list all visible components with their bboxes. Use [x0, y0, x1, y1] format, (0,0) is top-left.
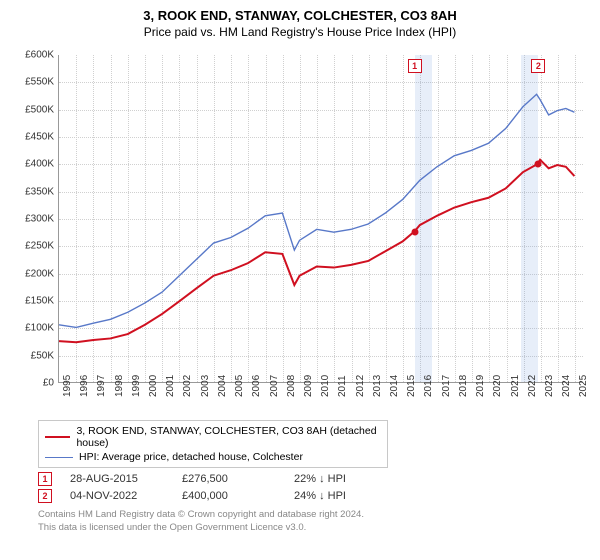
sale-dot — [411, 228, 418, 235]
x-axis-label: 2017 — [441, 375, 452, 397]
marker-box: 1 — [408, 59, 422, 73]
x-axis-label: 2021 — [510, 375, 521, 397]
annotation-marker: 1 — [38, 472, 52, 486]
y-axis-label: £350K — [10, 186, 54, 197]
y-axis-label: £300K — [10, 214, 54, 225]
x-axis-label: 2025 — [578, 375, 589, 397]
x-axis-label: 2004 — [217, 375, 228, 397]
y-axis-label: £50K — [10, 350, 54, 361]
x-axis-label: 1998 — [114, 375, 125, 397]
y-axis-label: £150K — [10, 296, 54, 307]
x-axis-label: 2000 — [148, 375, 159, 397]
chart-area: £0 £50K £100K £150K £200K £250K £300K £350K £400… — [10, 49, 590, 414]
x-axis-label: 2013 — [372, 375, 383, 397]
series-line — [59, 160, 574, 343]
legend-label: HPI: Average price, detached house, Colc… — [79, 451, 303, 463]
annotation-row: 1 28-AUG-2015£276,50022% ↓ HPI — [38, 472, 590, 486]
x-axis-label: 2002 — [182, 375, 193, 397]
annotation-date: 04-NOV-2022 — [70, 490, 182, 502]
x-axis-label: 2009 — [303, 375, 314, 397]
x-axis-label: 2014 — [389, 375, 400, 397]
y-axis-label: £400K — [10, 159, 54, 170]
annotation-delta: 24% ↓ HPI — [294, 490, 406, 502]
x-axis-label: 2005 — [234, 375, 245, 397]
y-axis-label: £450K — [10, 132, 54, 143]
plot-region: 12 — [58, 55, 583, 383]
x-axis-label: 1995 — [62, 375, 73, 397]
y-axis-label: £0 — [10, 378, 54, 389]
annotation-row: 2 04-NOV-2022£400,00024% ↓ HPI — [38, 489, 590, 503]
x-axis-label: 2019 — [475, 375, 486, 397]
marker-box: 2 — [531, 59, 545, 73]
legend-label: 3, ROOK END, STANWAY, COLCHESTER, CO3 8A… — [76, 425, 381, 449]
legend: 3, ROOK END, STANWAY, COLCHESTER, CO3 8A… — [38, 420, 388, 468]
x-axis-label: 1997 — [96, 375, 107, 397]
x-axis-label: 2006 — [251, 375, 262, 397]
annotation-marker: 2 — [38, 489, 52, 503]
y-axis-label: £200K — [10, 268, 54, 279]
x-axis-label: 2020 — [492, 375, 503, 397]
x-axis-label: 2018 — [458, 375, 469, 397]
chart-title: 3, ROOK END, STANWAY, COLCHESTER, CO3 8A… — [10, 8, 590, 23]
x-axis-label: 2007 — [269, 375, 280, 397]
legend-swatch — [45, 436, 70, 438]
x-axis-label: 2012 — [355, 375, 366, 397]
annotation-delta: 22% ↓ HPI — [294, 473, 406, 485]
x-axis-label: 2010 — [320, 375, 331, 397]
y-axis-label: £600K — [10, 50, 54, 61]
x-axis-label: 2015 — [406, 375, 417, 397]
sale-dot — [535, 161, 542, 168]
y-axis-label: £100K — [10, 323, 54, 334]
legend-swatch — [45, 457, 73, 458]
series-line — [59, 94, 574, 327]
legend-row: HPI: Average price, detached house, Colc… — [45, 450, 381, 464]
y-axis-label: £250K — [10, 241, 54, 252]
x-axis-label: 2003 — [200, 375, 211, 397]
annotation-price: £276,500 — [182, 473, 294, 485]
x-axis-label: 2022 — [527, 375, 538, 397]
chart-subtitle: Price paid vs. HM Land Registry's House … — [10, 25, 590, 39]
annotation-date: 28-AUG-2015 — [70, 473, 182, 485]
y-axis-label: £550K — [10, 77, 54, 88]
footer-text: Contains HM Land Registry data © Crown c… — [38, 509, 590, 535]
x-axis-label: 2016 — [423, 375, 434, 397]
legend-row: 3, ROOK END, STANWAY, COLCHESTER, CO3 8A… — [45, 424, 381, 450]
y-axis-label: £500K — [10, 104, 54, 115]
x-axis-label: 2008 — [286, 375, 297, 397]
x-axis-label: 2023 — [544, 375, 555, 397]
x-axis-label: 2024 — [561, 375, 572, 397]
x-axis-label: 2011 — [337, 375, 348, 397]
x-axis-label: 1996 — [79, 375, 90, 397]
x-axis-label: 2001 — [165, 375, 176, 397]
annotation-price: £400,000 — [182, 490, 294, 502]
x-axis-label: 1999 — [131, 375, 142, 397]
